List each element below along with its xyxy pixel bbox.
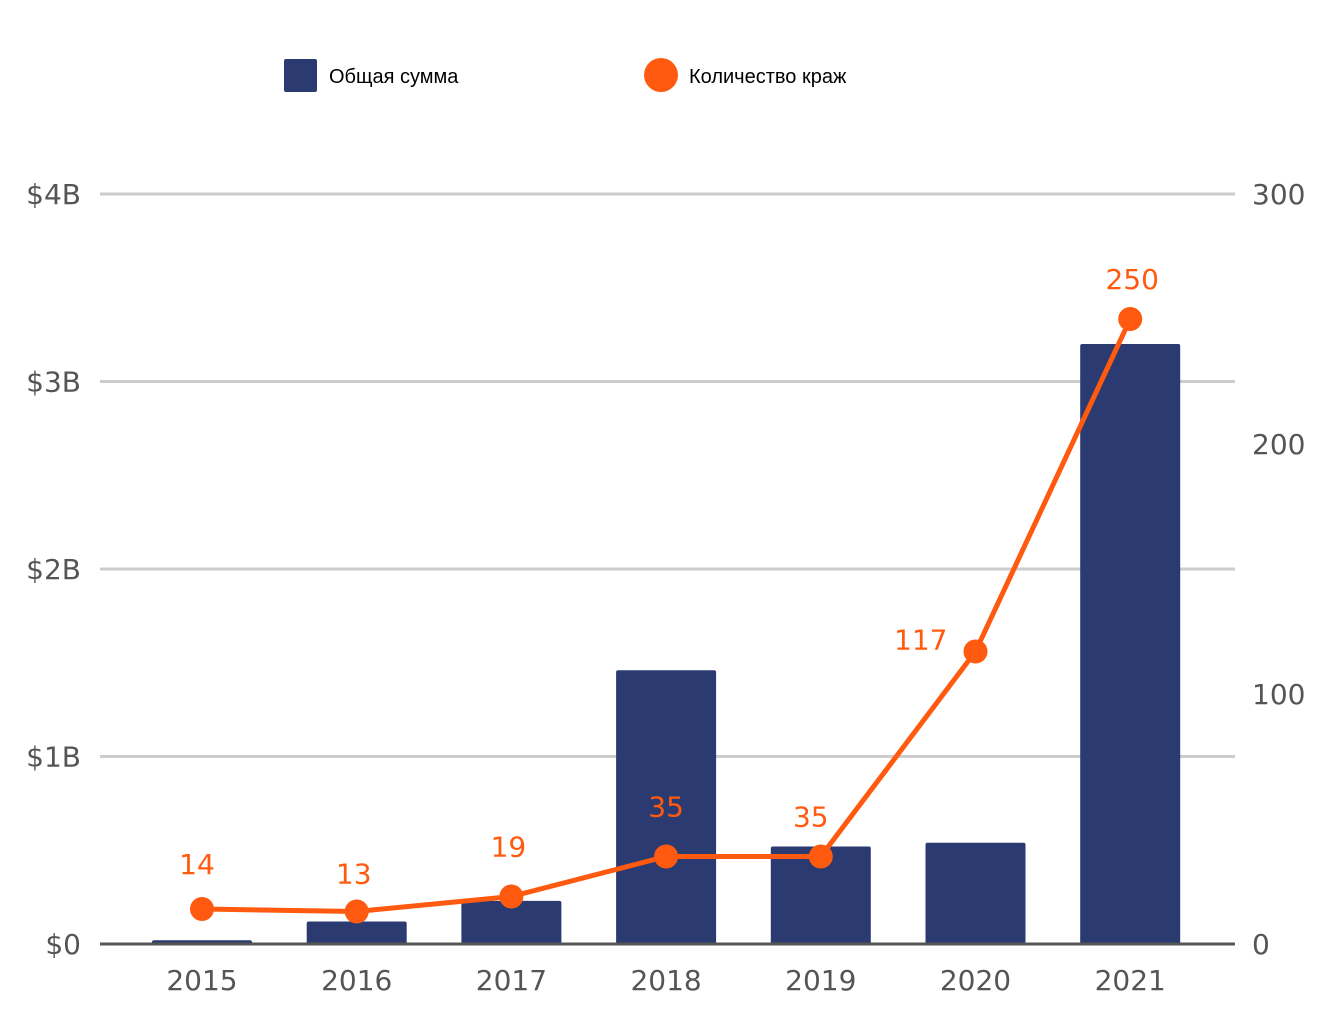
x-axis-tick-label: 2020 bbox=[940, 964, 1011, 997]
line-point bbox=[654, 844, 679, 869]
line-point bbox=[344, 899, 369, 924]
x-axis-tick-label: 2017 bbox=[476, 964, 547, 997]
legend-line-label: Количество краж bbox=[689, 66, 847, 88]
right-axis-tick-label: 0 bbox=[1252, 928, 1270, 961]
bar bbox=[925, 842, 1026, 944]
data-label: 35 bbox=[648, 791, 684, 824]
x-axis-tick-label: 2018 bbox=[630, 964, 701, 997]
data-label: 19 bbox=[491, 831, 527, 864]
x-axis-tick-label: 2015 bbox=[166, 964, 237, 997]
left-axis-tick-label: $0 bbox=[45, 928, 81, 961]
data-label: 250 bbox=[1105, 263, 1158, 296]
data-label: 14 bbox=[179, 848, 215, 881]
data-label: 117 bbox=[894, 624, 947, 657]
data-label: 35 bbox=[793, 801, 829, 834]
line-point bbox=[1118, 307, 1143, 331]
bar bbox=[306, 921, 407, 944]
bar-series bbox=[152, 344, 1181, 944]
line-point bbox=[808, 844, 833, 869]
bar bbox=[770, 846, 871, 944]
left-axis-tick-label: $1B bbox=[26, 741, 81, 774]
legend-bar-swatch bbox=[284, 59, 317, 92]
line-point bbox=[190, 897, 214, 921]
x-axis-tick-label: 2019 bbox=[785, 964, 856, 997]
data-labels: 14 13 19 35 35 117 250 bbox=[179, 263, 1159, 891]
x-axis-tick-label: 2016 bbox=[321, 964, 392, 997]
left-axis-tick-label: $3B bbox=[26, 366, 81, 399]
line-point bbox=[499, 884, 524, 909]
right-axis-tick-label: 200 bbox=[1252, 428, 1305, 461]
left-axis-tick-label: $2B bbox=[26, 553, 81, 586]
line-series bbox=[190, 307, 1143, 924]
legend-line-swatch bbox=[644, 58, 678, 92]
axes: $0 $1B $2B $3B $4B 0 100 200 300 2015 2016 2017 2018… bbox=[26, 178, 1305, 997]
bar bbox=[616, 670, 717, 944]
right-axis-tick-label: 100 bbox=[1252, 678, 1305, 711]
line-point bbox=[963, 639, 988, 664]
data-label: 13 bbox=[336, 858, 372, 891]
legend-bar-label: Общая сумма bbox=[329, 66, 459, 88]
x-axis-tick-label: 2021 bbox=[1095, 964, 1166, 997]
left-axis-tick-label: $4B bbox=[26, 178, 81, 211]
bar bbox=[461, 900, 562, 944]
bar bbox=[1080, 344, 1181, 944]
legend: Общая сумма Количество краж bbox=[284, 58, 847, 92]
right-axis-tick-label: 300 bbox=[1252, 178, 1305, 211]
